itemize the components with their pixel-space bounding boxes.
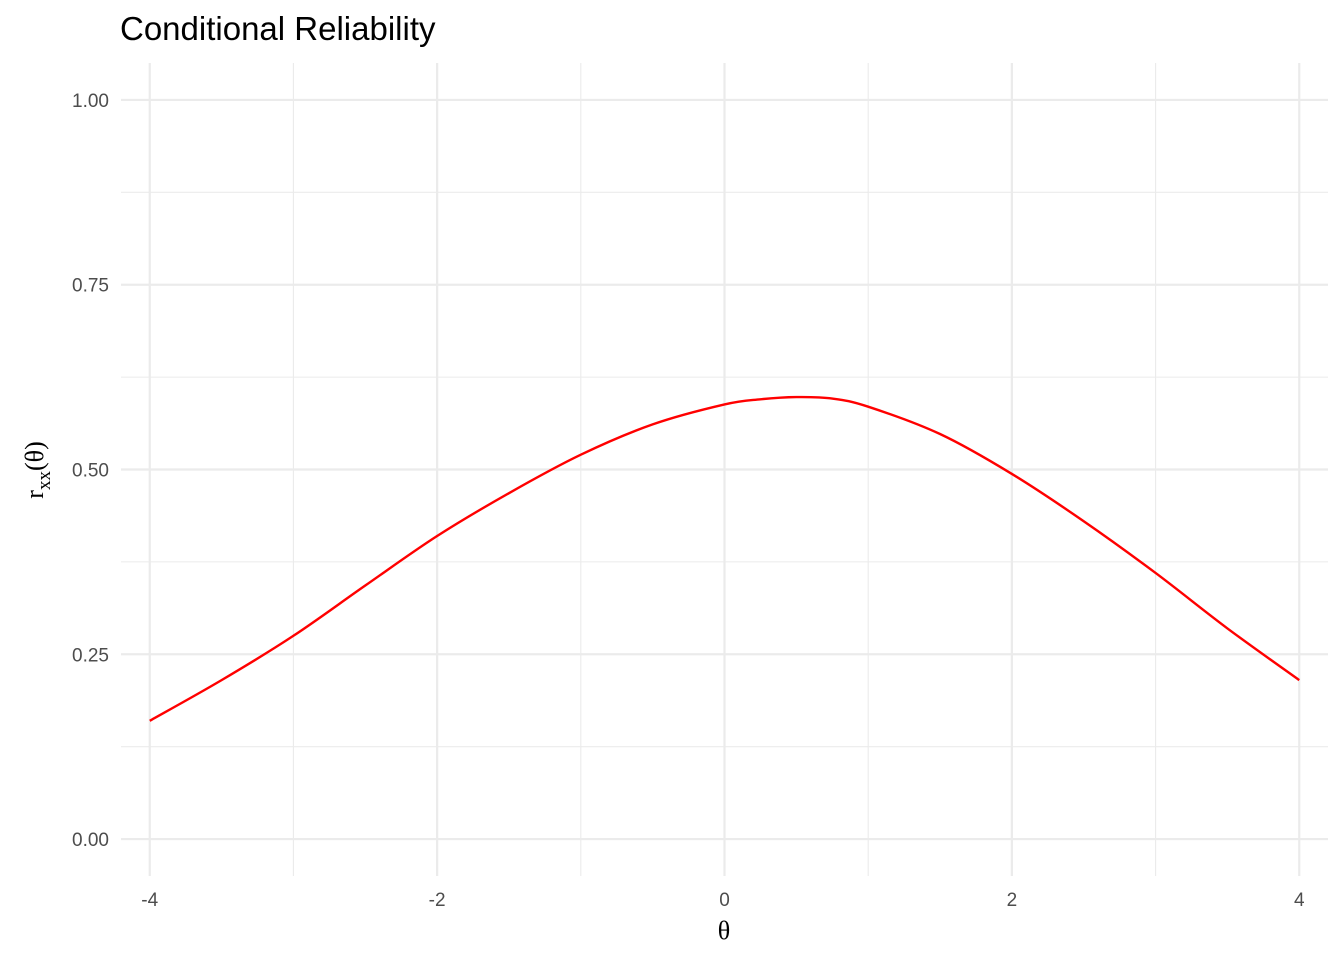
y-axis-title-main: r [20, 490, 49, 499]
x-tick-label: -4 [141, 890, 158, 911]
x-tick-label: 2 [1007, 890, 1018, 911]
x-tick-label: 4 [1294, 890, 1305, 911]
y-tick-label: 0.25 [72, 645, 109, 666]
y-axis-title: rxx(θ) [20, 441, 55, 498]
y-axis-tick-labels: 0.00 0.25 0.50 0.75 1.00 [72, 91, 109, 851]
x-axis-tick-labels: -4 -2 0 2 4 [141, 890, 1305, 911]
y-tick-label: 0.00 [72, 830, 109, 851]
reliability-curve [149, 395, 1300, 722]
y-tick-label: 1.00 [72, 91, 109, 112]
major-gridlines [121, 63, 1328, 876]
x-axis-title: θ [718, 916, 730, 945]
series-layer [149, 395, 1300, 722]
x-tick-label: 0 [719, 890, 730, 911]
chart-title: Conditional Reliability [120, 10, 436, 47]
y-axis-title-suffix: (θ) [20, 441, 49, 471]
y-axis-title-subscript: xx [34, 471, 55, 491]
y-tick-label: 0.75 [72, 276, 109, 297]
x-tick-label: -2 [429, 890, 446, 911]
y-tick-label: 0.50 [72, 461, 109, 482]
